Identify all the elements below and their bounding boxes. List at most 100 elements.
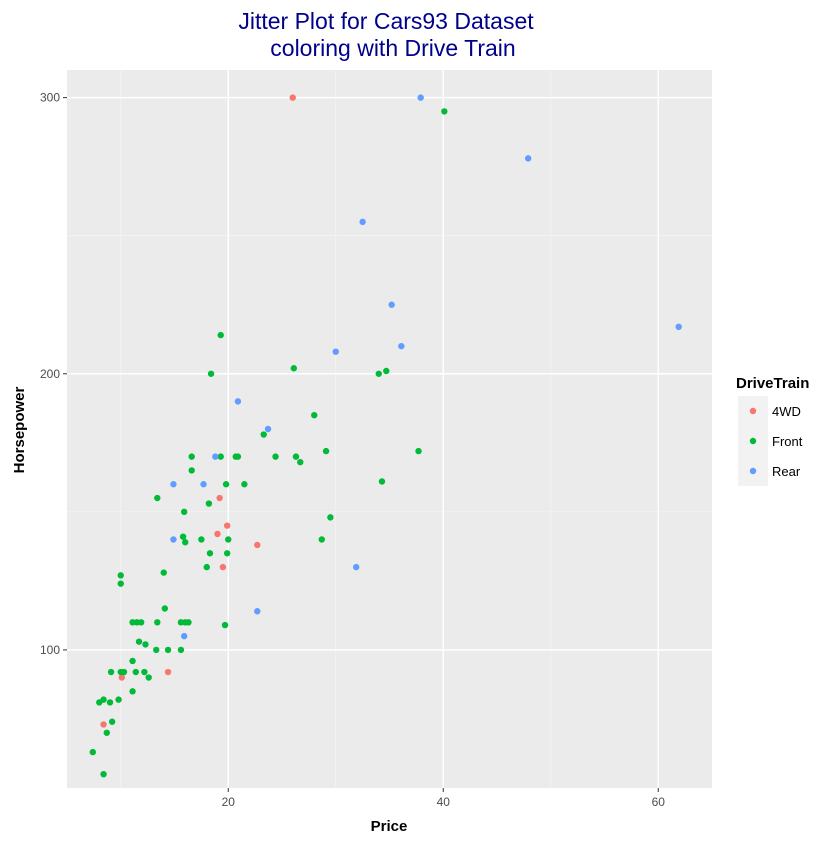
point-front [137,619,145,626]
legend-entries: 4WD Front Rear [738,396,803,486]
point-rear [264,425,272,433]
point-rear [170,481,177,488]
point-front [129,657,136,665]
point-front [217,453,224,460]
point-front [272,453,279,460]
point-rear [398,342,405,350]
x-axis-label: Price [371,818,408,835]
point-rear [524,155,532,162]
point-front [311,411,318,419]
chart-subtitle: coloring with Drive Train [270,35,515,61]
point-front [103,729,110,736]
point-front [117,580,124,587]
point-front [108,718,116,725]
legend-dot-4wd [749,407,757,415]
point-front [222,481,230,488]
point-front [185,619,192,626]
point-front [441,108,448,115]
point-front [260,431,267,438]
point-front [135,638,143,645]
point-rear [359,218,366,226]
point-front [383,367,390,375]
point-front [378,478,386,485]
point-4wd [118,674,126,681]
point-front [182,539,189,546]
y-tick-label: 100 [40,643,60,657]
point-front [221,621,229,629]
point-front [241,481,248,488]
point-front [327,514,334,521]
point-front [142,641,149,648]
point-front [160,569,167,576]
point-rear [352,563,360,571]
point-rear [170,536,177,543]
point-rear [200,481,207,488]
point-4wd [214,530,221,538]
x-tick-label: 60 [652,795,666,809]
point-front [153,646,160,654]
point-front [89,748,97,756]
axes: 20 40 60 100 200 300 [40,91,665,809]
legend-dot-rear [749,467,757,475]
point-front [115,696,122,703]
legend: DriveTrain 4WD Front Rear [736,375,809,486]
point-front [141,668,148,676]
plot-panel [67,70,712,788]
point-front [145,674,152,681]
point-front [132,668,139,676]
y-axis-label: Horsepower [11,386,28,473]
point-front [207,370,215,377]
point-front [106,699,114,706]
point-4wd [254,541,261,549]
point-front [318,536,325,543]
point-front [96,699,103,706]
point-front [234,453,242,460]
point-4wd [223,522,231,529]
point-front [107,668,115,676]
point-front [129,688,136,695]
chart-title: Jitter Plot for Cars93 Dataset [238,8,534,34]
point-front [322,447,330,455]
point-front [198,536,205,543]
point-front [164,646,172,654]
point-rear [234,398,242,405]
point-front [415,447,422,455]
data-points [89,94,682,778]
point-front [188,453,195,460]
point-front [205,500,213,507]
x-tick-label: 20 [222,795,236,809]
point-front [375,370,382,377]
point-4wd [216,494,223,502]
legend-label-front: Front [772,434,803,449]
legend-label-rear: Rear [772,464,801,479]
point-front [154,494,161,502]
point-front [206,550,214,557]
point-front [188,467,195,474]
x-tick-label: 40 [437,795,451,809]
point-front [223,550,231,557]
point-front [117,572,124,579]
point-front [180,508,188,516]
point-4wd [164,668,172,676]
point-front [297,458,304,466]
y-tick-label: 300 [40,91,60,105]
legend-title: DriveTrain [736,375,809,392]
point-front [203,563,210,571]
point-4wd [100,721,107,728]
point-front [179,533,187,540]
point-front [100,770,107,778]
legend-dot-front [749,437,757,445]
point-front [154,619,161,626]
point-front [217,331,224,339]
point-rear [212,453,219,460]
grid-lines [67,70,712,788]
point-rear [180,632,188,640]
point-front [177,646,185,654]
point-rear [417,94,424,101]
point-front [225,536,232,543]
point-front [290,365,298,372]
point-front [120,668,128,676]
point-front [161,605,169,612]
